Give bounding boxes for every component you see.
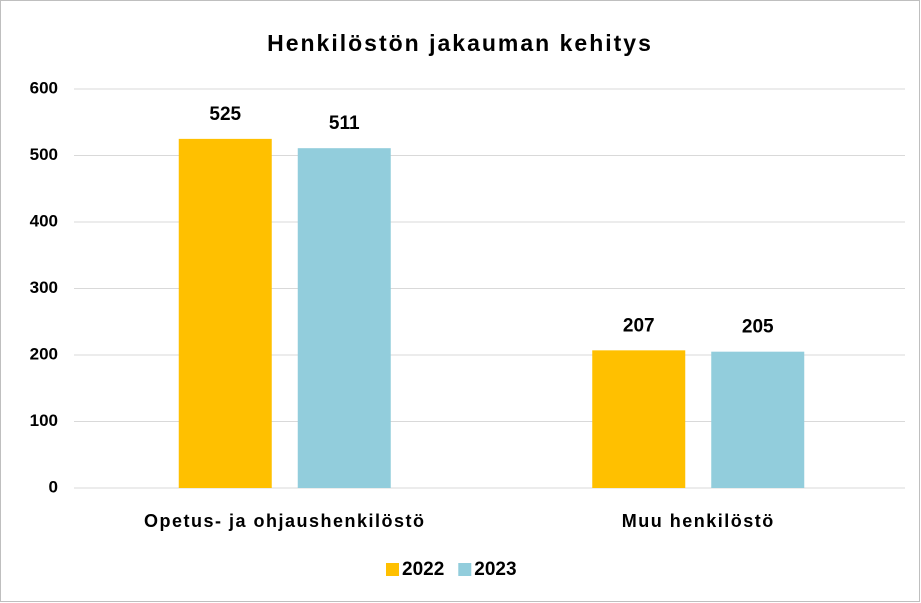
data-label: 511 [329, 113, 360, 134]
legend-swatch [458, 563, 472, 576]
legend-label: 2023 [474, 559, 516, 580]
legend-label: 2022 [402, 559, 444, 580]
data-label: 205 [742, 317, 774, 338]
bar [711, 351, 805, 488]
data-label: 525 [209, 104, 241, 125]
y-tick-label: 600 [30, 78, 58, 97]
y-tick-label: 500 [30, 145, 58, 164]
y-tick-label: 400 [30, 211, 58, 230]
chart-title: Henkilöstön jakauman kehitys [267, 30, 653, 56]
x-tick-label: Opetus- ja ohjaushenkilöstö [144, 511, 426, 531]
bar [178, 138, 272, 488]
data-label: 207 [623, 315, 655, 336]
legend-swatch [386, 563, 399, 576]
bar [297, 148, 391, 488]
y-tick-label: 300 [30, 278, 58, 297]
bar [592, 350, 686, 488]
y-tick-label: 100 [30, 411, 58, 430]
y-tick-label: 200 [30, 344, 58, 363]
y-tick-label: 0 [49, 477, 58, 496]
x-tick-label: Muu henkilöstö [622, 511, 775, 531]
